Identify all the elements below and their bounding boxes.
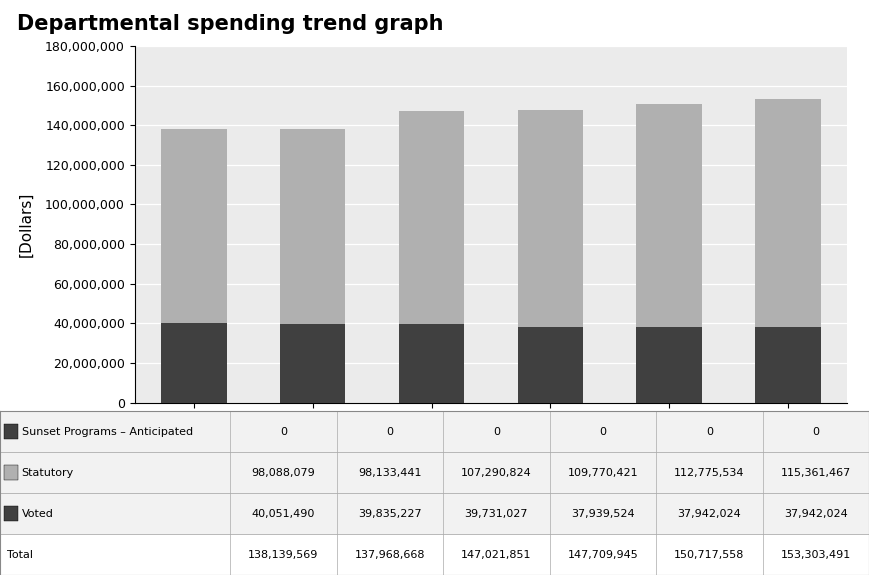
Text: 150,717,558: 150,717,558: [674, 550, 745, 559]
Text: 137,968,668: 137,968,668: [355, 550, 425, 559]
Bar: [4, 465, 18, 480]
Text: 37,942,024: 37,942,024: [784, 508, 847, 519]
Text: 0: 0: [706, 427, 713, 436]
Text: Departmental spending trend graph: Departmental spending trend graph: [17, 14, 444, 34]
Bar: [518, 327, 583, 402]
Text: 0: 0: [493, 427, 500, 436]
Bar: [755, 99, 820, 327]
Bar: [162, 323, 227, 402]
Bar: [0, 411, 869, 452]
Bar: [755, 327, 820, 402]
Bar: [4, 506, 18, 521]
Text: 0: 0: [813, 427, 819, 436]
Text: 37,942,024: 37,942,024: [678, 508, 741, 519]
Text: 112,775,534: 112,775,534: [674, 467, 745, 478]
Text: 109,770,421: 109,770,421: [567, 467, 638, 478]
Text: 39,835,227: 39,835,227: [358, 508, 421, 519]
Text: 98,088,079: 98,088,079: [252, 467, 315, 478]
Text: Voted: Voted: [22, 508, 54, 519]
Bar: [636, 327, 702, 402]
Bar: [280, 324, 346, 402]
Text: Statutory: Statutory: [22, 467, 74, 478]
Text: 40,051,490: 40,051,490: [252, 508, 315, 519]
Bar: [0, 534, 869, 575]
Text: 0: 0: [600, 427, 607, 436]
Bar: [0, 493, 869, 534]
Text: 39,731,027: 39,731,027: [465, 508, 528, 519]
Text: 107,290,824: 107,290,824: [461, 467, 532, 478]
Text: 98,133,441: 98,133,441: [358, 467, 421, 478]
Bar: [0, 452, 869, 493]
Bar: [4, 424, 18, 439]
Bar: [280, 129, 346, 324]
Text: 153,303,491: 153,303,491: [780, 550, 851, 559]
Text: Total: Total: [7, 550, 33, 559]
Text: 115,361,467: 115,361,467: [780, 467, 851, 478]
Y-axis label: [Dollars]: [Dollars]: [19, 191, 34, 257]
Bar: [162, 129, 227, 323]
Bar: [399, 112, 464, 324]
Text: 0: 0: [387, 427, 394, 436]
Text: Sunset Programs – Anticipated: Sunset Programs – Anticipated: [22, 427, 193, 436]
Bar: [399, 324, 464, 402]
Text: 37,939,524: 37,939,524: [571, 508, 634, 519]
Text: 147,021,851: 147,021,851: [461, 550, 532, 559]
Text: 138,139,569: 138,139,569: [249, 550, 319, 559]
Text: 147,709,945: 147,709,945: [567, 550, 638, 559]
Bar: [636, 104, 702, 327]
Bar: [518, 110, 583, 327]
Text: 0: 0: [280, 427, 287, 436]
